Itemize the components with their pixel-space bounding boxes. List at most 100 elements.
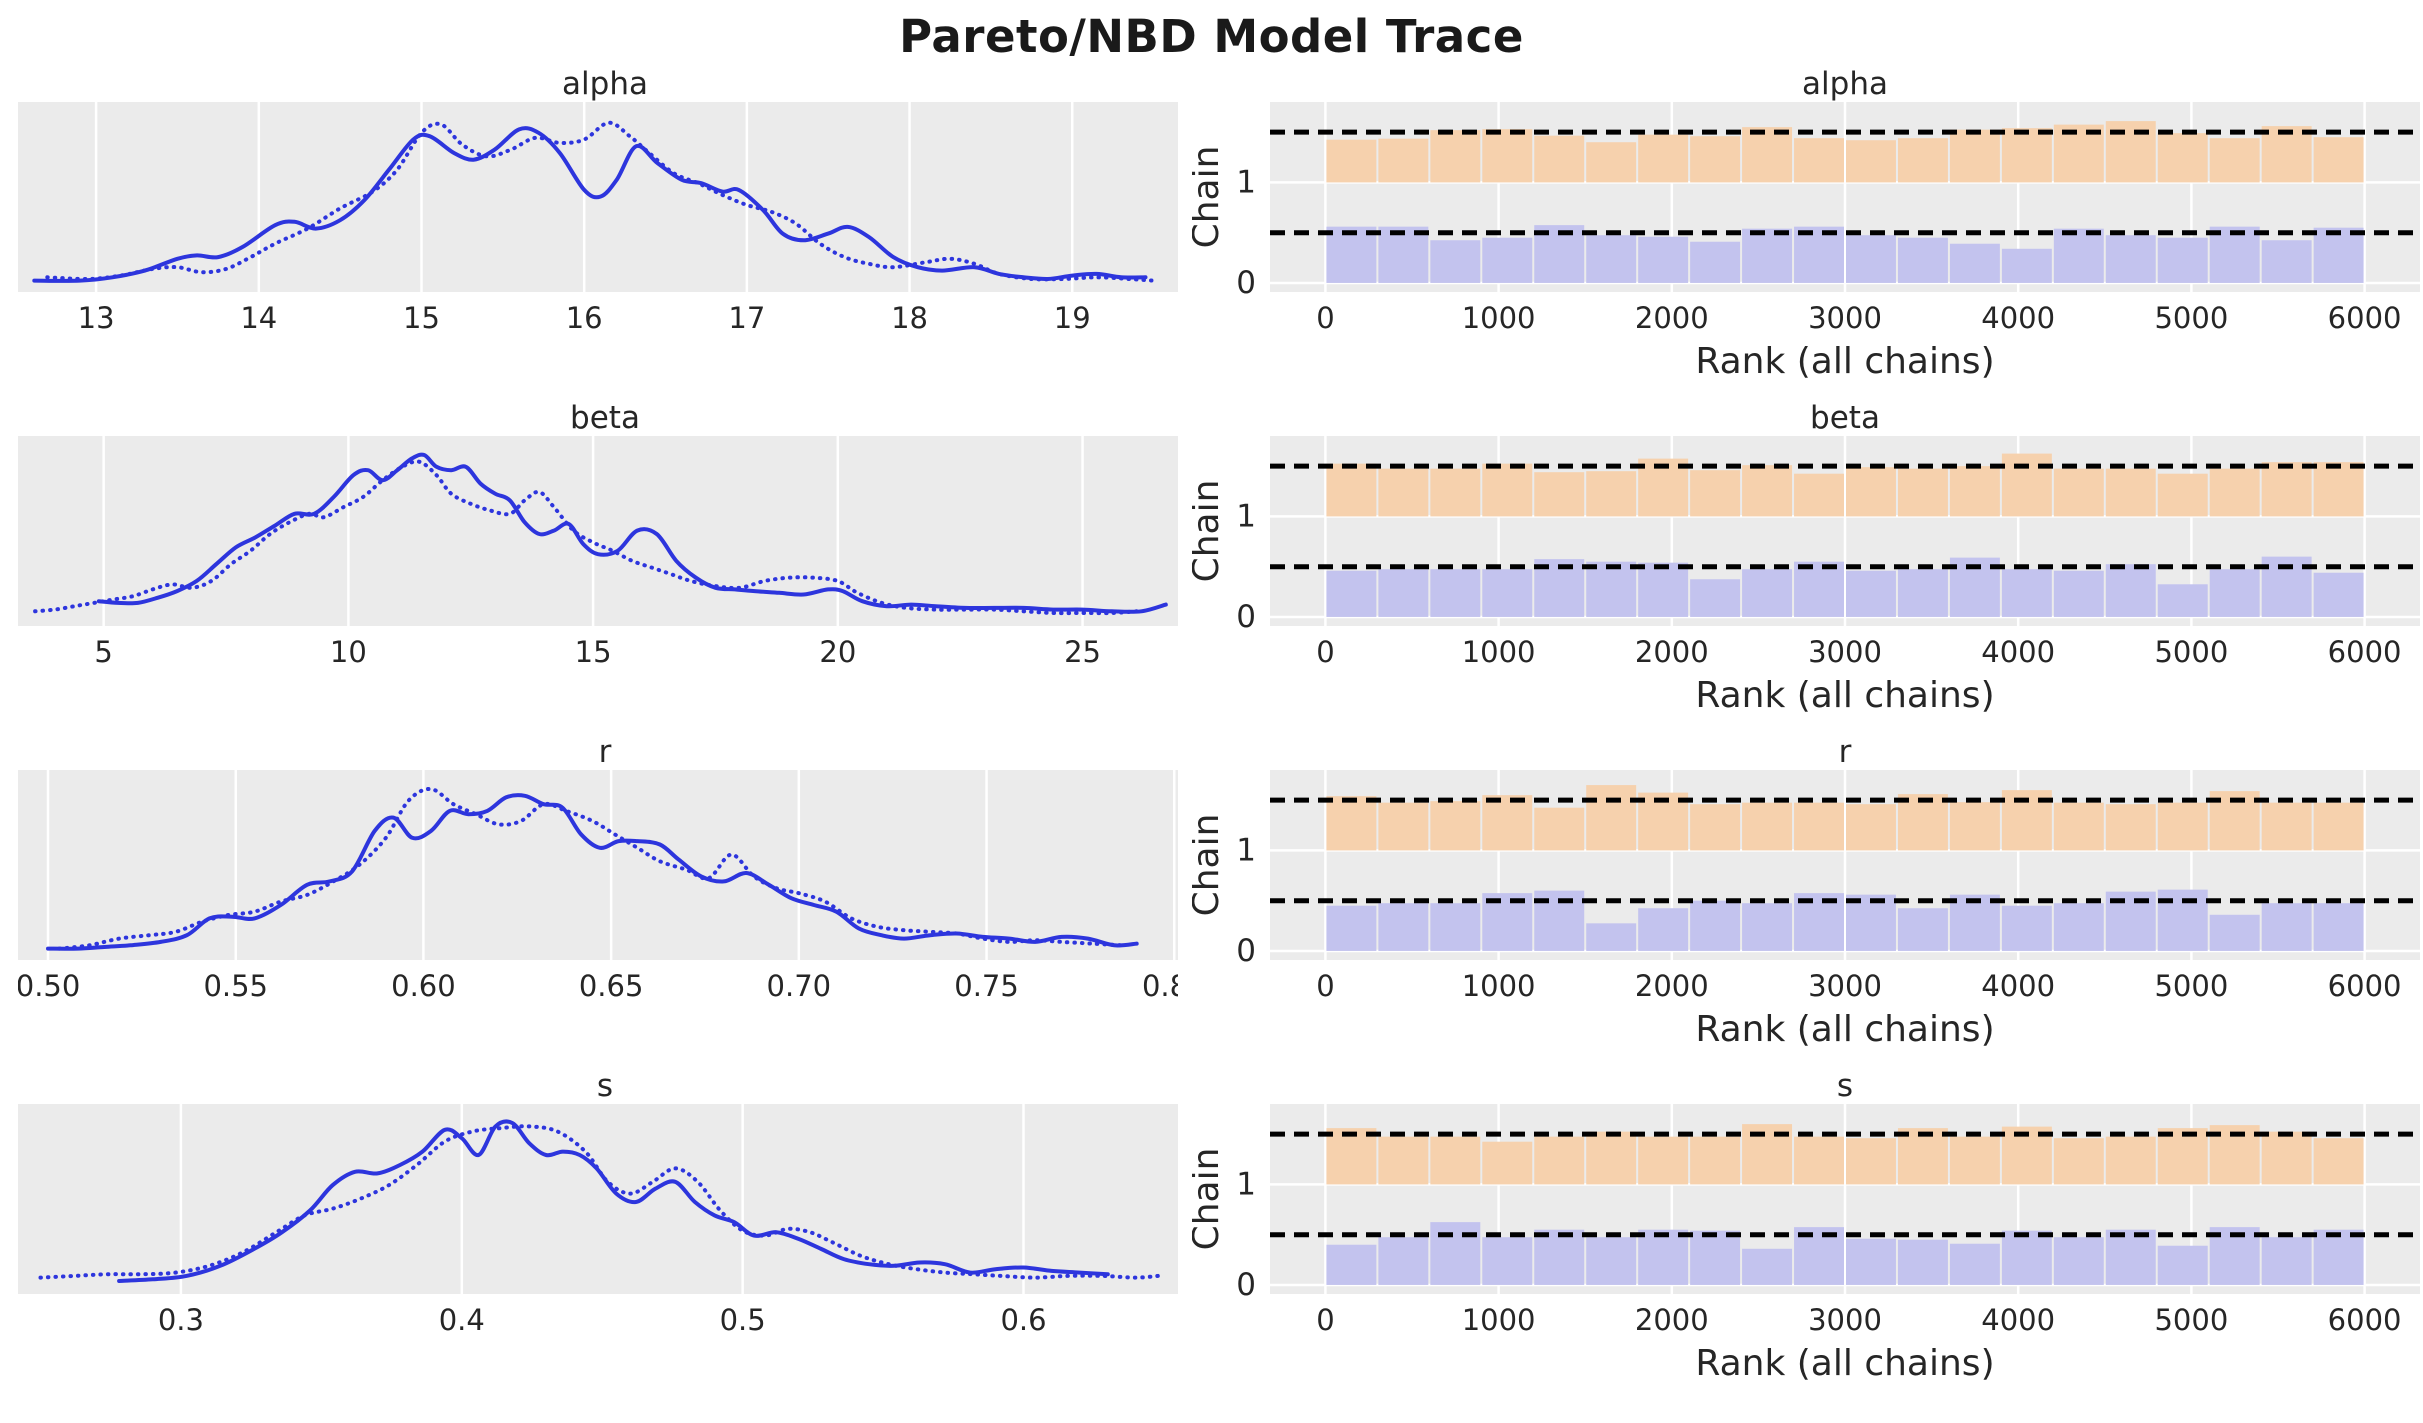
rank-bar-s-chain1 <box>1326 1128 1377 1185</box>
rank-bar-s-chain1 <box>1846 1138 1896 1185</box>
rank-xtick-beta: 3000 <box>1808 635 1882 669</box>
kde-xtick-alpha: 16 <box>566 301 603 335</box>
rank-title-beta: beta <box>1810 400 1880 436</box>
rank-bar-alpha-chain0 <box>2313 227 2364 283</box>
rank-bar-alpha-chain0 <box>2209 226 2260 283</box>
rank-ylabel-alpha: Chain <box>1192 146 1227 249</box>
rank-bar-s-chain0 <box>2105 1229 2156 1285</box>
rank-bar-beta-chain0 <box>1430 569 1481 617</box>
rank-bar-alpha-chain0 <box>1378 226 1429 283</box>
rank-cell-alpha: alpha 0 1000 2000 3000 4000 5000 6000 0 1 Chain Ran… <box>1192 66 2423 400</box>
kde-cell-r: r 0.50 0.55 0.60 0.65 0.70 0.75 0.80 <box>0 734 1192 1068</box>
rank-bar-s-chain0 <box>2313 1229 2364 1285</box>
rank-bar-alpha-chain0 <box>2105 235 2156 283</box>
rank-bar-s-chain1 <box>1482 1141 1533 1185</box>
rank-bar-r-chain0 <box>1430 903 1481 951</box>
rank-bar-s-chain0 <box>1690 1230 1741 1285</box>
rank-bar-alpha-chain0 <box>1949 243 2000 283</box>
rank-bar-s-chain1 <box>1897 1128 1948 1185</box>
rank-xtick-alpha: 4000 <box>1981 301 2055 335</box>
rank-bar-beta-chain1 <box>2105 468 2156 517</box>
kde-cell-beta: beta 5 10 15 20 25 <box>0 400 1192 734</box>
rank-bar-beta-chain1 <box>2209 468 2260 517</box>
rank-bar-r-chain0 <box>1846 894 1896 951</box>
rank-bar-alpha-chain1 <box>2209 138 2260 183</box>
rank-cell-s: s 0 1000 2000 3000 4000 5000 6000 0 1 Chain Rank (a… <box>1192 1068 2423 1402</box>
rank-xlabel-s: Rank (all chains) <box>1695 1343 1995 1384</box>
kde-curve-alpha-solid <box>32 126 1148 283</box>
rank-bar-s-chain1 <box>2261 1131 2312 1185</box>
rank-xtick-r: 2000 <box>1635 969 1709 1003</box>
rank-bar-alpha-chain1 <box>1378 138 1429 183</box>
rank-bar-alpha-chain1 <box>1846 140 1896 183</box>
rank-bar-s-chain0 <box>1586 1237 1637 1285</box>
rank-bar-alpha-chain0 <box>2001 248 2052 283</box>
rank-bar-r-chain1 <box>1586 785 1637 851</box>
rank-bar-r-chain0 <box>2261 903 2312 951</box>
rank-bar-beta-chain0 <box>1638 562 1689 617</box>
rank-title-s: s <box>1836 1068 1854 1104</box>
kde-xtick-alpha: 17 <box>728 301 765 335</box>
rank-bar-beta-chain1 <box>1378 468 1429 517</box>
kde-plot-beta: 5 10 15 20 25 <box>18 436 1178 669</box>
kde-xtick-r: 0.65 <box>579 969 644 1003</box>
kde-curve-beta-dotted <box>33 459 1139 616</box>
rank-bar-alpha-chain1 <box>2157 133 2208 183</box>
kde-xtick-s: 0.4 <box>439 1303 485 1337</box>
rank-bar-s-chain0 <box>1378 1237 1429 1285</box>
rank-bar-alpha-chain1 <box>2261 126 2312 183</box>
rank-ytick-r: 1 <box>1236 832 1256 868</box>
rank-cell-r: r 0 1000 2000 3000 4000 5000 6000 0 1 Chain Rank (a… <box>1192 734 2423 1068</box>
rank-xtick-s: 5000 <box>2154 1303 2228 1337</box>
rank-xtick-beta: 0 <box>1316 635 1334 669</box>
rank-bar-beta-chain0 <box>1690 579 1741 617</box>
rank-xtick-alpha: 5000 <box>2154 301 2228 335</box>
rank-bar-s-chain0 <box>2157 1245 2208 1285</box>
kde-xtick-r: 0.50 <box>18 969 80 1003</box>
rank-bar-alpha-chain1 <box>1794 138 1844 183</box>
rank-bar-beta-chain0 <box>1586 561 1637 617</box>
rank-bar-r-chain0 <box>1586 923 1637 951</box>
rank-xtick-s: 3000 <box>1808 1303 1882 1337</box>
rank-bar-s-chain1 <box>2157 1128 2208 1185</box>
rank-bar-alpha-chain1 <box>1586 142 1637 183</box>
rank-plot-s: 0 1000 2000 3000 4000 5000 6000 0 1 Chain <box>1192 1104 2420 1337</box>
rank-bar-beta-chain1 <box>1326 463 1377 517</box>
rank-ytick-s: 1 <box>1236 1166 1256 1202</box>
rank-bar-alpha-chain0 <box>1430 240 1481 283</box>
rank-bar-r-chain1 <box>2313 802 2364 851</box>
rank-bar-r-chain0 <box>2001 905 2052 951</box>
rank-bar-alpha-chain0 <box>1846 235 1896 283</box>
kde-xtick-r: 0.55 <box>203 969 268 1003</box>
kde-curve-r-solid <box>46 793 1139 951</box>
rank-bar-alpha-chain1 <box>1482 129 1533 183</box>
rank-plot-beta: 0 1000 2000 3000 4000 5000 6000 0 1 Chain <box>1192 436 2420 669</box>
kde-curve-s-dotted <box>38 1124 1161 1280</box>
rank-bar-s-chain0 <box>1742 1248 1793 1285</box>
rank-bar-s-chain1 <box>1638 1136 1689 1185</box>
rank-bar-alpha-chain1 <box>1326 139 1377 183</box>
rank-xlabel-beta: Rank (all chains) <box>1695 675 1995 716</box>
rank-bar-r-chain1 <box>2157 802 2208 851</box>
rank-bar-alpha-chain1 <box>2313 137 2364 183</box>
rank-plot-alpha: 0 1000 2000 3000 4000 5000 6000 0 1 Chain <box>1192 102 2420 335</box>
rank-bar-beta-chain1 <box>1534 472 1585 517</box>
rank-bar-r-chain1 <box>1430 801 1481 851</box>
rank-bar-s-chain1 <box>1534 1136 1585 1185</box>
rank-xtick-beta: 1000 <box>1462 635 1536 669</box>
rank-bar-beta-chain1 <box>2261 462 2312 517</box>
rank-xtick-s: 6000 <box>2328 1303 2402 1337</box>
rank-xtick-beta: 6000 <box>2328 635 2402 669</box>
rank-bar-s-chain0 <box>1534 1229 1585 1285</box>
rank-bar-s-chain0 <box>2001 1230 2052 1285</box>
rank-bar-s-chain1 <box>1949 1136 2000 1185</box>
rank-bar-s-chain1 <box>1378 1136 1429 1185</box>
rank-bar-alpha-chain0 <box>1742 228 1793 283</box>
kde-xtick-r: 0.80 <box>1142 969 1178 1003</box>
kde-xtick-alpha: 13 <box>78 301 115 335</box>
rank-ytick-alpha: 0 <box>1236 265 1256 301</box>
subplot-grid: alpha 13 14 15 16 17 18 19 alpha 0 1000 2000 3000 400… <box>0 66 2423 1402</box>
rank-bar-r-chain0 <box>2209 914 2260 951</box>
rank-bar-alpha-chain0 <box>1326 226 1377 283</box>
rank-bar-beta-chain0 <box>1326 570 1377 617</box>
